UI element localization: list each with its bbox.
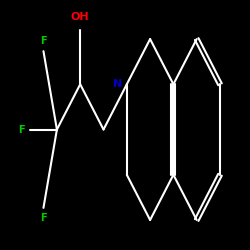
- Text: F: F: [40, 36, 47, 46]
- Text: N: N: [112, 79, 122, 89]
- Text: OH: OH: [71, 12, 90, 22]
- Text: F: F: [18, 124, 25, 134]
- Text: F: F: [40, 213, 47, 223]
